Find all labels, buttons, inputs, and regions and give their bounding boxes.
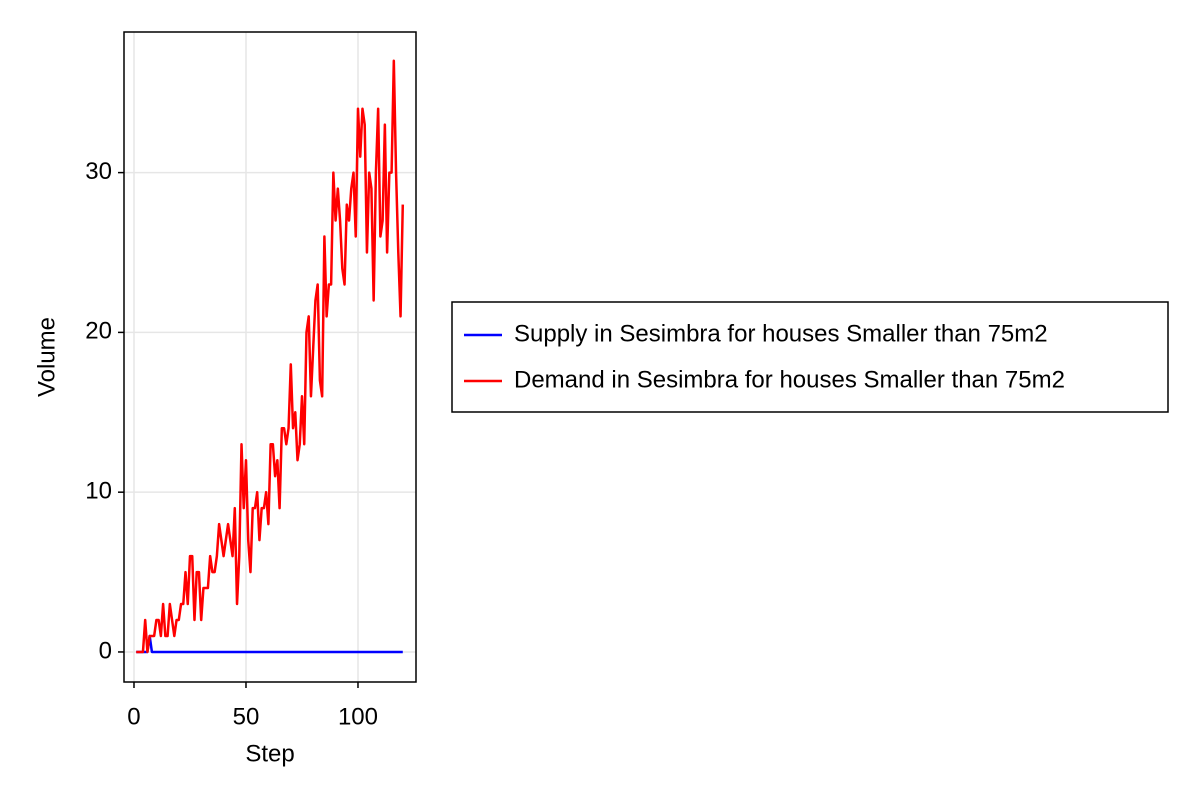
legend-label: Demand in Sesimbra for houses Smaller th…	[514, 366, 1065, 393]
y-axis-label: Volume	[33, 317, 60, 397]
plot-frame	[123, 31, 417, 683]
legend-label: Supply in Sesimbra for houses Smaller th…	[514, 320, 1048, 347]
x-axis-label: Step	[245, 740, 294, 767]
x-tick-label: 100	[338, 703, 378, 730]
y-tick-label: 20	[85, 318, 112, 345]
y-tick-label: 30	[85, 158, 112, 185]
data-line	[136, 634, 403, 654]
x-tick-label: 50	[233, 703, 260, 730]
data-line	[136, 59, 405, 654]
y-tick-label: 0	[99, 637, 112, 664]
y-tick-label: 10	[85, 478, 112, 505]
legend-box	[451, 301, 1169, 413]
x-tick-label: 0	[127, 703, 140, 730]
